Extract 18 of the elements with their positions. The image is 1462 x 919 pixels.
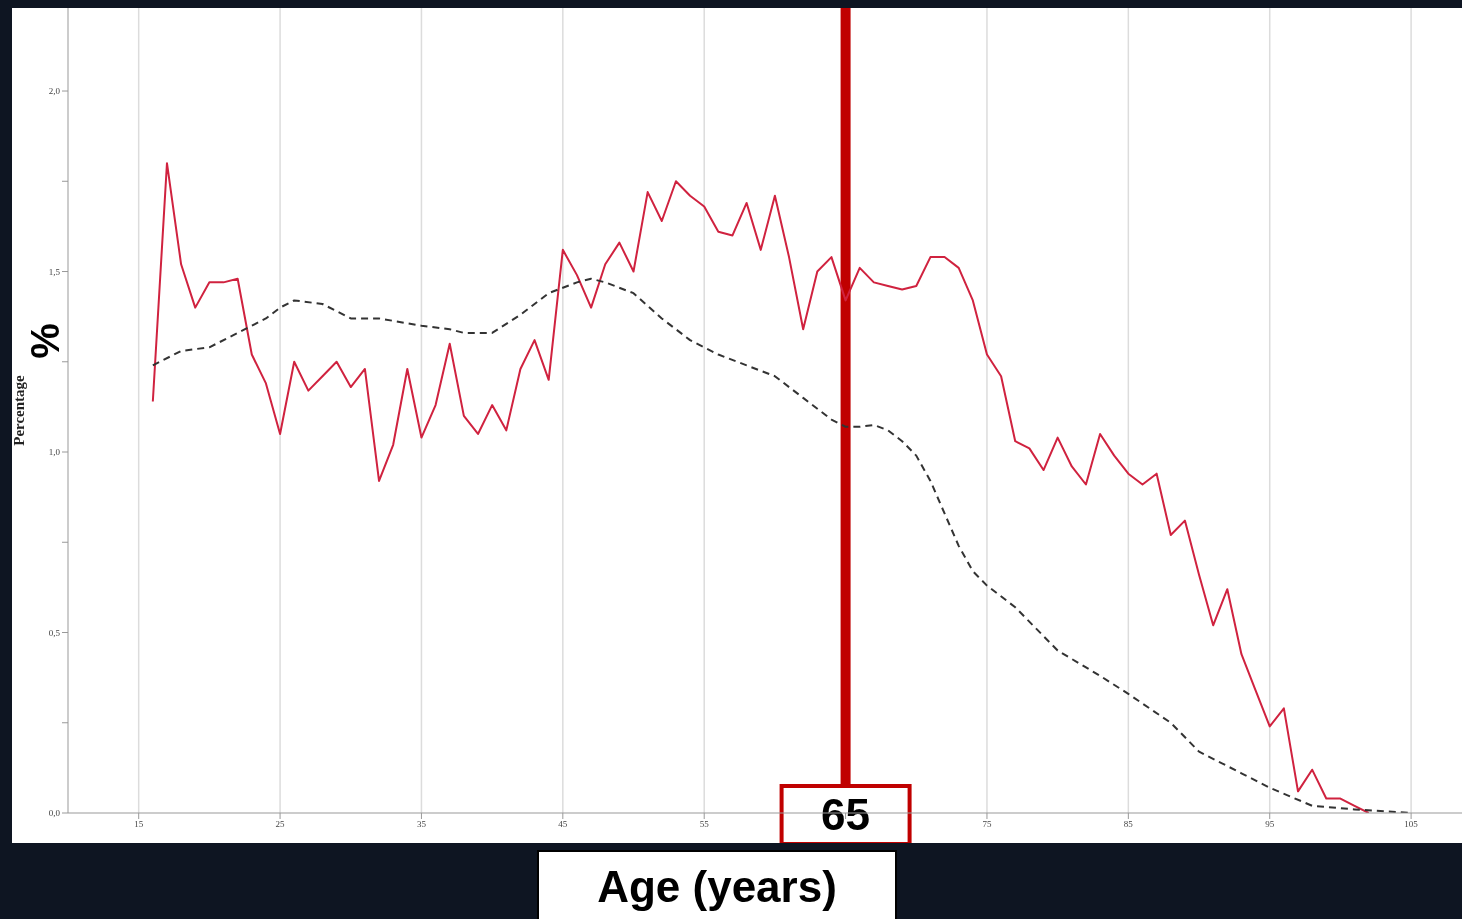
y-tick-label: 0,5	[48, 627, 61, 638]
text: %	[22, 322, 68, 361]
x-tick-label: 15	[134, 819, 144, 830]
x-tick-label: 95	[1265, 819, 1275, 830]
x-tick-label: 35	[416, 819, 427, 830]
x-tick-label: 55	[699, 819, 710, 830]
y-tick-label: 2,0	[48, 86, 61, 97]
x-axis-title: Age (years)	[537, 850, 897, 919]
x-tick-label: 45	[558, 819, 568, 830]
ref-line-label: 65	[821, 790, 871, 839]
x-tick-label: 25	[275, 819, 286, 830]
x-tick-label: 105	[1404, 819, 1419, 830]
y-tick-label: 1,0	[48, 447, 61, 458]
y-axis-title: Percentage	[11, 374, 27, 446]
x-tick-label: 75	[982, 819, 992, 830]
y-tick-label: 1,5	[48, 266, 61, 277]
x-tick-label: 85	[1123, 819, 1134, 830]
y-tick-label: 0,0	[48, 808, 61, 819]
